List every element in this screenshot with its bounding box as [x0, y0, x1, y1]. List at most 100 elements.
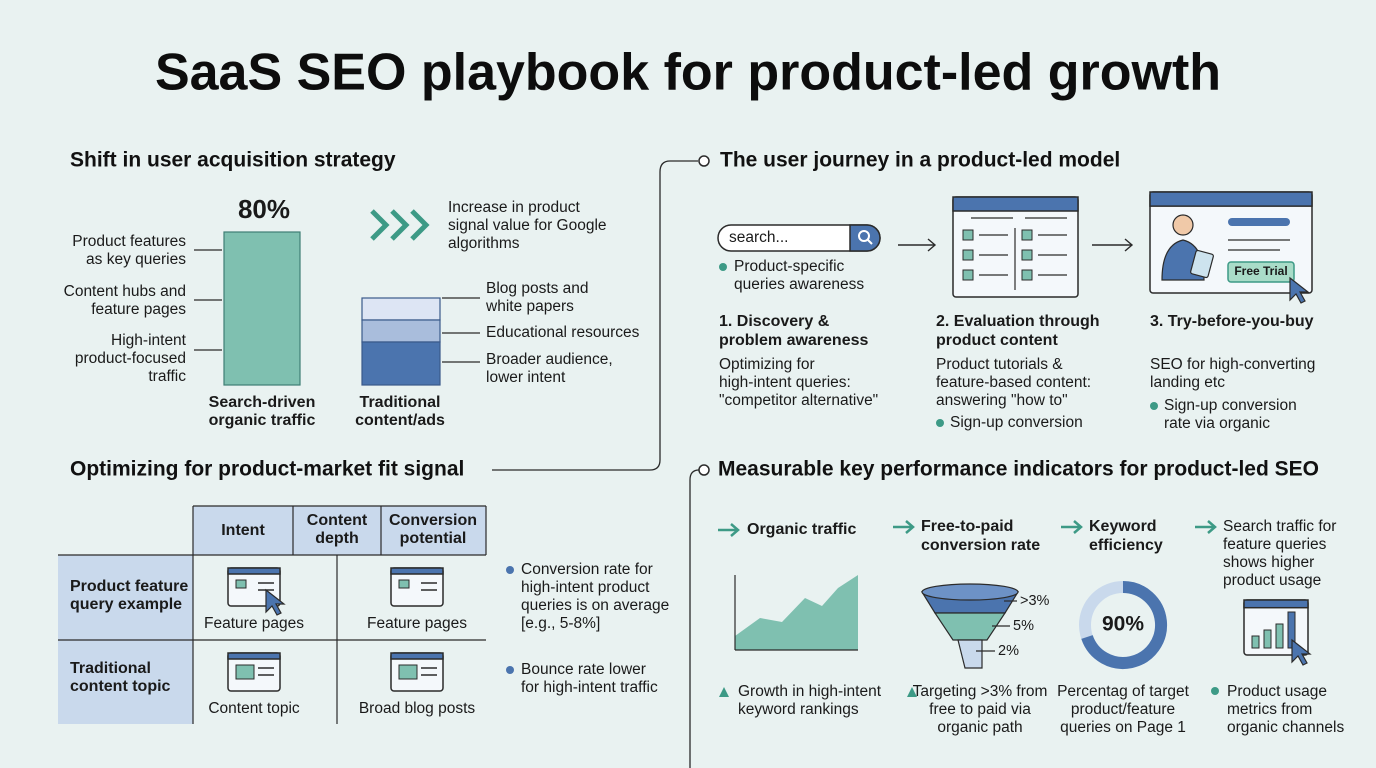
person-head [1172, 214, 1194, 236]
label: high-intent product [521, 579, 650, 596]
donut-figure: 90% [1102, 613, 1144, 636]
organic-bar [223, 231, 301, 386]
funnel-label: 5% [1013, 618, 1034, 634]
connector-node [698, 464, 710, 476]
bullet [1211, 687, 1219, 695]
area-illustration [735, 575, 858, 650]
search-glass [858, 230, 870, 242]
table-cell: Broad blog posts [359, 700, 476, 717]
cursor-icon [1291, 638, 1312, 666]
label: Product-specific [734, 258, 845, 275]
funnel-label: 2% [998, 643, 1019, 659]
arrow-head [905, 520, 915, 534]
kpi-title: shows higher [1223, 554, 1314, 571]
label: Traditional [360, 394, 441, 411]
headline-bar [1228, 218, 1290, 226]
label: queries on Page 1 [1060, 719, 1186, 736]
funnel-mid [933, 612, 1007, 641]
search-button [849, 224, 881, 252]
icon-block [1021, 249, 1033, 261]
window-bar [227, 567, 281, 575]
icon-block [398, 664, 418, 680]
section-heading: The user journey in a product-led model [720, 149, 1120, 172]
window-bar [390, 567, 444, 575]
label: organic traffic [209, 412, 316, 429]
window-bar [390, 652, 444, 660]
label: Sign-up conversion [1164, 397, 1297, 414]
connector [867, 239, 873, 245]
cta-label: Free Trial [1234, 264, 1287, 278]
label: organic channels [1227, 719, 1344, 736]
label: signal value for Google [448, 217, 607, 234]
label: High-intent [111, 332, 187, 349]
arrow-head [1207, 520, 1217, 534]
label: Percentag of target [1057, 683, 1190, 700]
step-title: 1. Discovery & [719, 313, 830, 330]
label: algorithms [448, 235, 520, 252]
chevron [370, 209, 390, 241]
label: queries is on average [521, 597, 669, 614]
column-header: Conversion [389, 512, 477, 529]
icon-block [235, 664, 255, 680]
label: metrics from [1227, 701, 1312, 718]
triangle-bullet [719, 687, 729, 697]
label: Optimizing for [719, 356, 815, 373]
connector [689, 469, 700, 768]
icon-block [962, 229, 974, 241]
label: Targeting >3% from [913, 683, 1048, 700]
icon-block [398, 579, 410, 589]
step-title: problem awareness [719, 332, 869, 349]
icon-block [962, 269, 974, 281]
label: Product features [72, 233, 186, 250]
label: Increase in product [448, 199, 581, 216]
cursor-icon [1289, 276, 1310, 304]
label: traffic [148, 368, 186, 385]
window-bar [952, 196, 1079, 212]
label: "competitor alternative" [719, 392, 878, 409]
label: white papers [485, 298, 574, 315]
step-title: product content [936, 332, 1058, 349]
section-heading: Optimizing for product-market fit signal [70, 458, 464, 481]
arrow-head [927, 238, 937, 252]
label: Sign-up conversion [950, 414, 1083, 431]
funnel-rim [921, 583, 1019, 601]
tablet [1190, 249, 1214, 279]
section-heading: Measurable key performance indicators fo… [718, 458, 1319, 481]
triangle-bullet [907, 687, 917, 697]
label: feature-based content: [936, 374, 1091, 391]
label: lower intent [486, 369, 566, 386]
icon-bar [1263, 629, 1272, 649]
row-header: Product feature [70, 578, 188, 595]
label: queries awareness [734, 276, 864, 293]
label: Conversion rate for [521, 561, 653, 578]
label: Product usage [1227, 683, 1327, 700]
window-bar [1149, 191, 1313, 207]
label: free to paid via [929, 701, 1031, 718]
bullet [506, 566, 514, 574]
label: Growth in high-intent [738, 683, 882, 700]
label: landing etc [1150, 374, 1225, 391]
cursor-icon [265, 588, 286, 616]
label: product-focused [75, 350, 186, 367]
chevron [390, 209, 410, 241]
highlight-figure: 80% [238, 194, 290, 224]
label: high-intent queries: [719, 374, 851, 391]
traditional-bar-segment [361, 319, 441, 343]
funnel-stem [957, 639, 983, 669]
label: keyword rankings [738, 701, 859, 718]
row-header: query example [70, 596, 182, 613]
table-cell: Feature pages [367, 615, 467, 632]
traditional-bar-segment [361, 297, 441, 321]
arrow-head [1073, 520, 1083, 534]
icon-bar [1275, 623, 1284, 649]
table-cell: Feature pages [204, 615, 304, 632]
bullet [1150, 402, 1158, 410]
label: answering "how to" [936, 392, 1068, 409]
connector [492, 160, 698, 471]
column-header: depth [315, 530, 359, 547]
label: [e.g., 5-8%] [521, 615, 600, 632]
kpi-title: conversion rate [921, 537, 1040, 554]
label: Blog posts and [486, 280, 589, 297]
label: Bounce rate lower [521, 661, 646, 678]
bullet [719, 263, 727, 271]
